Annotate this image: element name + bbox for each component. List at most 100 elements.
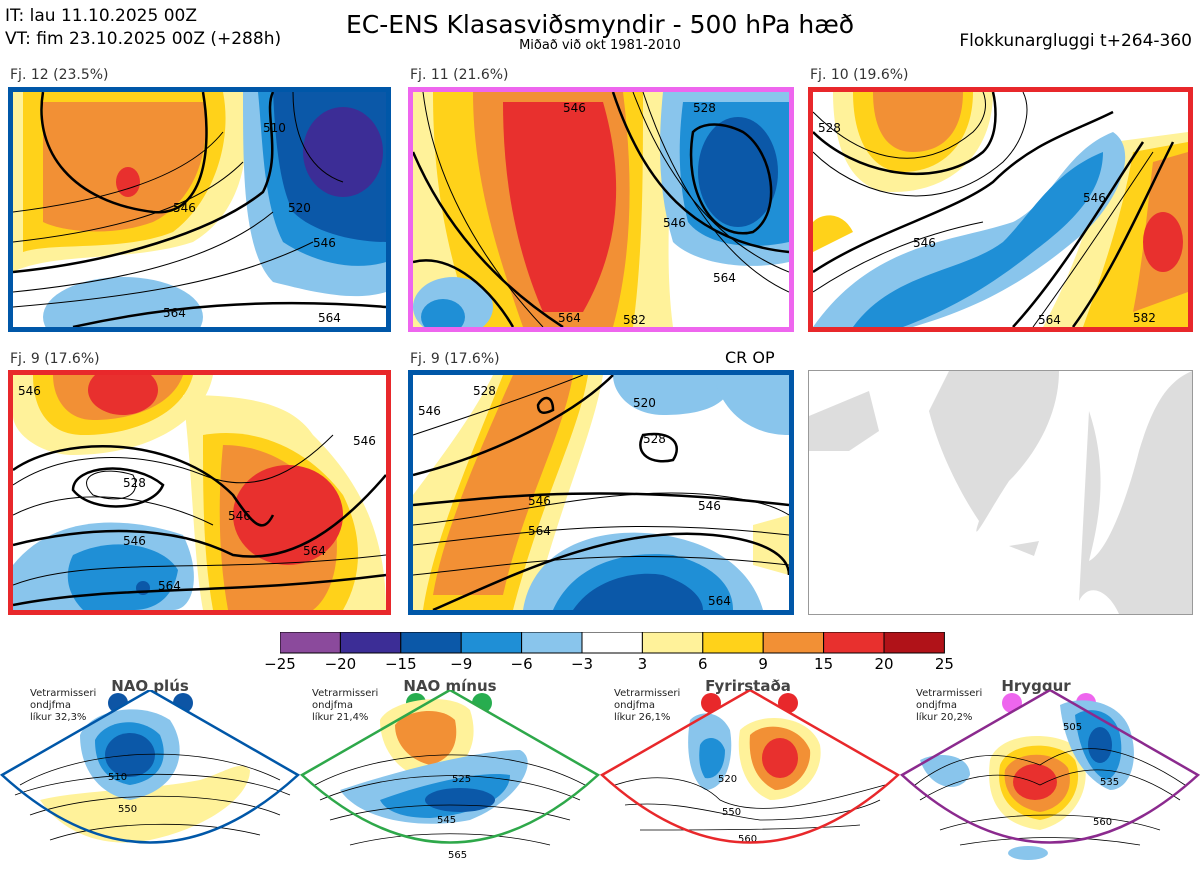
contour-label: 564 bbox=[318, 311, 341, 325]
contour-label: 564 bbox=[708, 594, 731, 608]
control-run-map: 546 528 546 564 528 546 564 520 bbox=[408, 370, 794, 615]
contour-label: 546 bbox=[913, 236, 936, 250]
colorbar-tick-label: 3 bbox=[637, 655, 648, 673]
contour-label: 564 bbox=[1038, 313, 1061, 327]
colorbar-tick-label: −6 bbox=[510, 655, 533, 673]
regime-3-dot-left bbox=[701, 693, 721, 713]
contour-label: 546 bbox=[123, 534, 146, 548]
colorbar-tick-label: −3 bbox=[570, 655, 594, 673]
control-run-map-field: 546 528 546 564 528 546 564 520 bbox=[413, 375, 789, 610]
cluster-map-2-field: 546 528 546 564 564 582 bbox=[413, 92, 789, 327]
colorbar-tick-label: −9 bbox=[450, 655, 473, 673]
cluster-map-1: 564 546 510 520 546 564 bbox=[8, 87, 391, 332]
contour-label: 528 bbox=[643, 432, 666, 446]
colorbar-swatch bbox=[581, 631, 643, 654]
contour-label: 505 bbox=[1063, 722, 1082, 733]
contour-label: 546 bbox=[563, 101, 586, 115]
colorbar-swatch bbox=[823, 631, 885, 654]
empty-map-land bbox=[809, 371, 1192, 614]
colorbar-swatch bbox=[400, 631, 462, 654]
colorbar-tick-label: −20 bbox=[324, 655, 357, 673]
regime-1-info: Vetrarmisseri ondjfma líkur 32,3% bbox=[30, 688, 97, 723]
contour-label: 582 bbox=[623, 313, 646, 327]
contour-label: 528 bbox=[818, 121, 841, 135]
page-subtitle: Miðað við okt 1981-2010 bbox=[519, 38, 681, 53]
contour-label: 546 bbox=[663, 216, 686, 230]
regime-3-title: Fyrirstaða bbox=[705, 677, 791, 695]
contour-label: 520 bbox=[288, 201, 311, 215]
colorbar-tick-label: 20 bbox=[874, 655, 894, 673]
classification-window: Flokkunargluggi t+264-360 bbox=[959, 31, 1192, 51]
contour-label: 550 bbox=[722, 807, 741, 818]
panel-3-label: Fj. 10 (19.6%) bbox=[810, 67, 909, 83]
regime-4-map: 505 535 560 bbox=[899, 690, 1200, 860]
contour-label: 546 bbox=[173, 201, 196, 215]
contour-label: 564 bbox=[158, 579, 181, 593]
contour-label: 528 bbox=[693, 101, 716, 115]
cluster-map-3: 528 546 546 564 582 bbox=[808, 87, 1193, 332]
panel-1-label: Fj. 12 (23.5%) bbox=[10, 67, 109, 83]
contour-label: 560 bbox=[1093, 817, 1112, 828]
contour-label: 582 bbox=[1133, 311, 1156, 325]
cluster-map-4: 546 528 546 546 564 546 564 bbox=[8, 370, 391, 615]
colorbar-swatch bbox=[279, 631, 341, 654]
contour-label: 545 bbox=[437, 815, 456, 826]
contour-label: 510 bbox=[263, 121, 286, 135]
contour-label: 546 bbox=[698, 499, 721, 513]
colorbar-tick-label: 15 bbox=[814, 655, 834, 673]
contour-label: 535 bbox=[1100, 777, 1119, 788]
colorbar bbox=[279, 631, 945, 658]
regime-4-info: Vetrarmisseri ondjfma líkur 20,2% bbox=[916, 688, 983, 723]
colorbar-tick-label: −15 bbox=[384, 655, 417, 673]
colorbar-swatches bbox=[279, 631, 945, 654]
contour-label: 528 bbox=[473, 384, 496, 398]
control-run-tag: CR OP bbox=[725, 348, 775, 367]
contour-label: 546 bbox=[353, 434, 376, 448]
contour-label: 564 bbox=[163, 306, 186, 320]
contour-label: 560 bbox=[738, 834, 757, 845]
colorbar-swatch bbox=[521, 631, 583, 654]
panel-2-label: Fj. 11 (21.6%) bbox=[410, 67, 509, 83]
regime-3-info: Vetrarmisseri ondjfma líkur 26,1% bbox=[614, 688, 681, 723]
cluster-map-3-field: 528 546 546 564 582 bbox=[813, 92, 1188, 327]
regime-3-map: 520 550 560 bbox=[599, 690, 901, 845]
empty-map bbox=[808, 370, 1193, 615]
regime-1-title: NAO plús bbox=[111, 677, 189, 695]
panel-5-label: Fj. 9 (17.6%) bbox=[410, 351, 500, 367]
contour-label: 546 bbox=[228, 509, 251, 523]
panel-4-label: Fj. 9 (17.6%) bbox=[10, 351, 100, 367]
regime-2-title: NAO mínus bbox=[403, 677, 497, 695]
contour-label: 520 bbox=[633, 396, 656, 410]
regime-maps: 510 550 525 545 565 520 bbox=[0, 690, 1200, 861]
contour-label: 546 bbox=[1083, 191, 1106, 205]
contour-label: 546 bbox=[18, 384, 41, 398]
contour-label: 546 bbox=[313, 236, 336, 250]
colorbar-swatch bbox=[762, 631, 825, 654]
contour-label: 565 bbox=[448, 850, 467, 861]
colorbar-tick-label: 6 bbox=[698, 655, 708, 673]
contour-label: 564 bbox=[528, 524, 551, 538]
colorbar-swatch bbox=[883, 631, 945, 654]
cluster-map-4-field: 546 528 546 546 564 546 564 bbox=[13, 375, 386, 610]
colorbar-swatch bbox=[339, 631, 402, 654]
contour-label: 525 bbox=[452, 774, 471, 785]
contour-label: 564 bbox=[713, 271, 736, 285]
regime-2-info: Vetrarmisseri ondjfma líkur 21,4% bbox=[312, 688, 379, 723]
contour-label: 520 bbox=[718, 774, 737, 785]
contour-label: 550 bbox=[118, 804, 137, 815]
colorbar-tick-label: 25 bbox=[934, 655, 954, 673]
regime-2-map: 525 545 565 bbox=[299, 690, 601, 861]
colorbar-swatch bbox=[460, 631, 523, 654]
contour-label: 564 bbox=[558, 311, 581, 325]
contour-label: 564 bbox=[303, 544, 326, 558]
contour-label: 546 bbox=[528, 494, 551, 508]
colorbar-swatch bbox=[702, 631, 764, 654]
colorbar-swatch bbox=[641, 631, 704, 654]
valid-time: VT: fim 23.10.2025 00Z (+288h) bbox=[5, 29, 282, 49]
cluster-map-2: 546 528 546 564 564 582 bbox=[408, 87, 794, 332]
contour-label: 510 bbox=[108, 772, 127, 783]
contour-label: 546 bbox=[418, 404, 441, 418]
page-title: EC-ENS Klasasviðsmyndir - 500 hPa hæð bbox=[345, 10, 855, 39]
colorbar-tick-label: −25 bbox=[264, 655, 296, 673]
regime-1-map: 510 550 bbox=[0, 690, 301, 844]
